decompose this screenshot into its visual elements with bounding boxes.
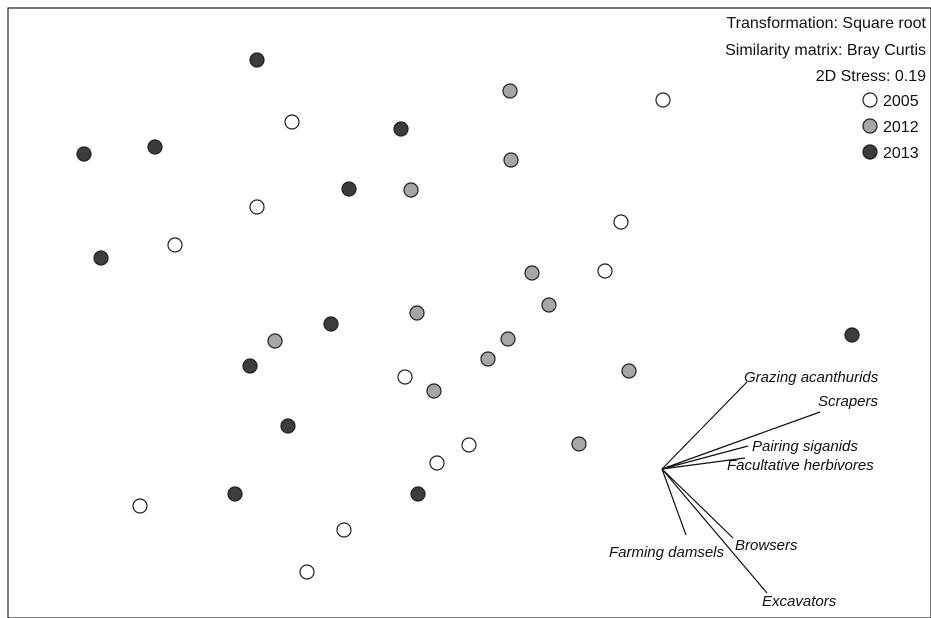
info-transformation: Transformation: Square root: [727, 15, 927, 32]
point-2005-1: [284, 114, 300, 130]
info-stress: 2D Stress: 0.19: [816, 68, 926, 85]
point-2012-4: [524, 265, 540, 281]
legend-marker-2013: [862, 144, 878, 160]
point-2005-2: [655, 92, 671, 108]
point-2013-2: [393, 121, 409, 137]
info-block: Transformation: Square root Similarity m…: [725, 15, 926, 85]
point-2005-10: [132, 498, 148, 514]
point-2013-3: [147, 139, 163, 155]
vector-line-excavators: [661, 468, 768, 594]
point-2012-10: [621, 363, 637, 379]
point-2005-11: [336, 522, 352, 538]
vector-line-grazing-acanthurids: [661, 381, 748, 470]
vector-line-pairing-siganids: [661, 445, 749, 470]
legend-label-2012: 2012: [883, 119, 919, 136]
point-2013-8: [242, 358, 258, 374]
point-2013-11: [227, 486, 243, 502]
point-2005-8: [461, 437, 477, 453]
vector-label-pairing-siganids: Pairing siganids: [752, 438, 858, 455]
vector-line-scrapers: [661, 411, 821, 470]
point-2012-6: [409, 305, 425, 321]
vector-line-farming-damsels: [661, 468, 687, 536]
info-similarity-matrix: Similarity matrix: Bray Curtis: [725, 42, 926, 59]
point-2005-6: [597, 263, 613, 279]
point-2005-3: [249, 199, 265, 215]
point-2012-9: [480, 351, 496, 367]
vector-line-facultative-herbivores: [661, 457, 746, 470]
point-2012-7: [267, 333, 283, 349]
point-2005-4: [613, 214, 629, 230]
point-2005-7: [397, 369, 413, 385]
point-2013-7: [323, 316, 339, 332]
vector-group: Grazing acanthurids Scrapers Pairing sigan…: [609, 369, 879, 610]
point-2012-11: [426, 383, 442, 399]
vector-label-excavators: Excavators: [762, 593, 837, 610]
point-2013-12: [410, 486, 426, 502]
vector-label-grazing-acanthurids: Grazing acanthurids: [744, 369, 879, 386]
vector-label-farming-damsels: Farming damsels: [609, 544, 725, 561]
point-2005-9: [429, 455, 445, 471]
point-2012-1: [502, 83, 518, 99]
point-2012-12: [571, 436, 587, 452]
points-group: [76, 52, 860, 580]
vector-line-browsers: [661, 468, 734, 539]
legend-label-2013: 2013: [883, 145, 919, 162]
point-2012-5: [541, 297, 557, 313]
vector-label-facultative-herbivores: Facultative herbivores: [727, 457, 874, 474]
point-2013-6: [93, 250, 109, 266]
point-2005-5: [167, 237, 183, 253]
legend-marker-2012: [862, 118, 878, 134]
point-2012-3: [403, 182, 419, 198]
legend: 2005 2012 2013: [862, 92, 919, 162]
vector-label-scrapers: Scrapers: [818, 393, 879, 410]
point-2013-4: [76, 146, 92, 162]
point-2013-10: [280, 418, 296, 434]
point-2012-8: [500, 331, 516, 347]
point-2005-12: [299, 564, 315, 580]
point-2012-2: [503, 152, 519, 168]
plot-frame: [7, 7, 931, 618]
point-2013-1: [249, 52, 265, 68]
point-2013-9: [844, 327, 860, 343]
legend-label-2005: 2005: [883, 93, 919, 110]
vector-label-browsers: Browsers: [735, 537, 798, 554]
point-2013-5: [341, 181, 357, 197]
legend-marker-2005: [862, 92, 878, 108]
